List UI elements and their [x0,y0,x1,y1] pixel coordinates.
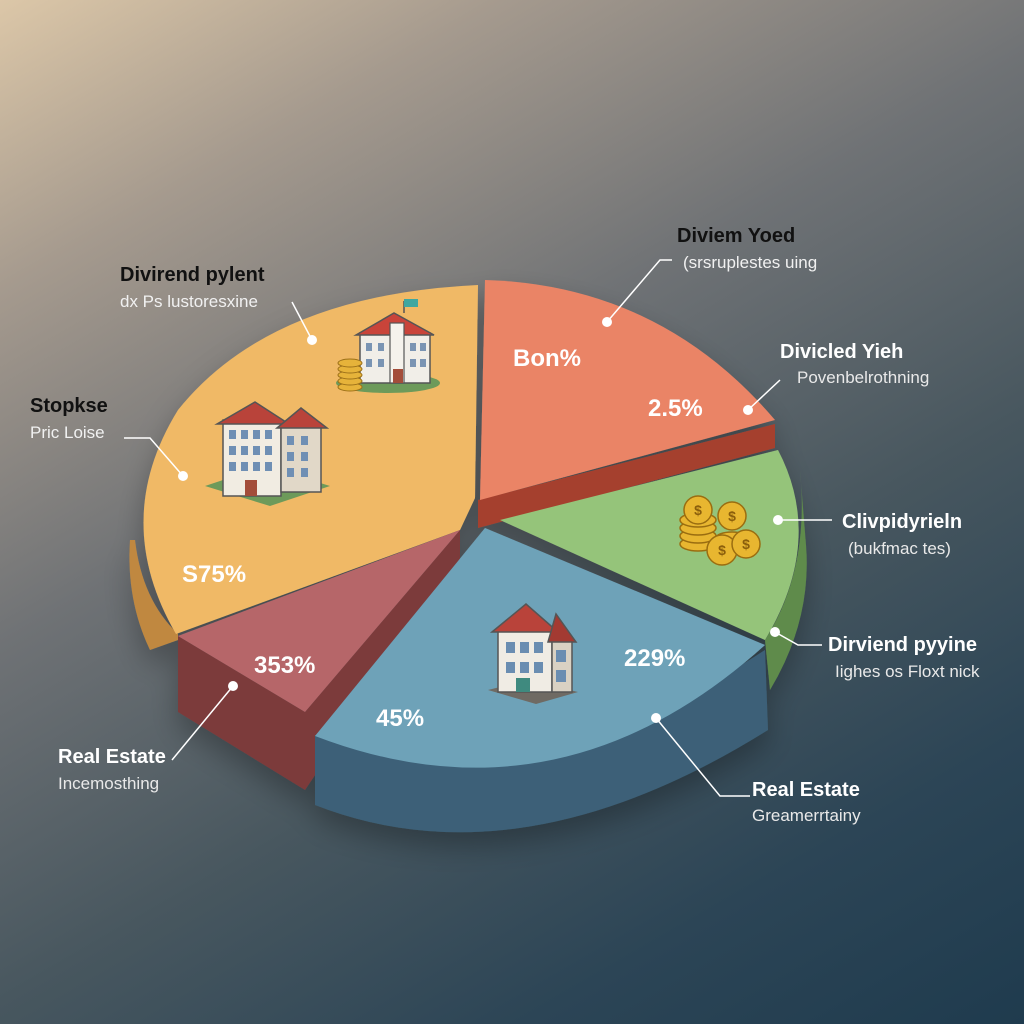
slice-red [480,280,775,500]
callout-sub-stopkse: Pric Loise [30,423,105,442]
gold-coins-icon: $ $ $ $ [679,495,761,566]
svg-text:$: $ [694,502,702,518]
callout-sub-real-estate-right: Greamerrtainy [752,806,861,825]
slice-maroon [178,530,460,712]
house-icon [488,603,578,704]
pct-label-yellow: S75% [182,561,246,588]
callout-sub-real-estate-left: Incemosthing [58,774,159,793]
svg-text:$: $ [718,542,726,558]
pct-label-red-b: 2.5% [648,395,703,422]
svg-text:$: $ [742,536,750,552]
pct-label-maroon: 353% [254,652,315,679]
slice-green [500,450,799,640]
callout-sub-clivpidyrieln: (bukfmac tes) [848,539,951,558]
slice-side-yellow [129,540,178,650]
slice-side-blue [315,650,768,833]
callout-sub-dirviend-pyyine: Iighes os Floxt nick [835,662,980,681]
callout-title-stopkse: Stopkse [30,395,108,417]
apartment-building-icon [205,401,330,506]
callout-title-diviem-yoed: Diviem Yoed [677,225,795,247]
callout-title-divicled-yieh: Divicled Yieh [780,341,903,363]
callout-title-clivpidyrieln: Clivpidyrieln [842,511,962,533]
pct-label-blue-a: 229% [624,645,685,672]
building-coins-icon [336,299,440,393]
callout-title-divirend-pylent: Divirend pylent [120,264,265,286]
pct-label-red-a: Bon% [513,345,581,372]
callout-sub-divicled-yieh: Povenbelrothning [797,368,929,387]
pct-label-blue-b: 45% [376,705,424,732]
callout-title-real-estate-left: Real Estate [58,746,166,768]
callout-title-real-estate-right: Real Estate [752,779,860,801]
svg-text:$: $ [728,508,736,524]
slice-side-maroon [178,636,305,790]
callout-title-dirviend-pyyine: Dirviend pyyine [828,634,977,656]
leader-lines [124,259,832,797]
callout-sub-diviem-yoed: (srsruplestes uing [683,253,817,272]
callout-sub-divirend-pylent: dx Ps lustoresxine [120,292,258,311]
slice-side-red [478,424,775,528]
